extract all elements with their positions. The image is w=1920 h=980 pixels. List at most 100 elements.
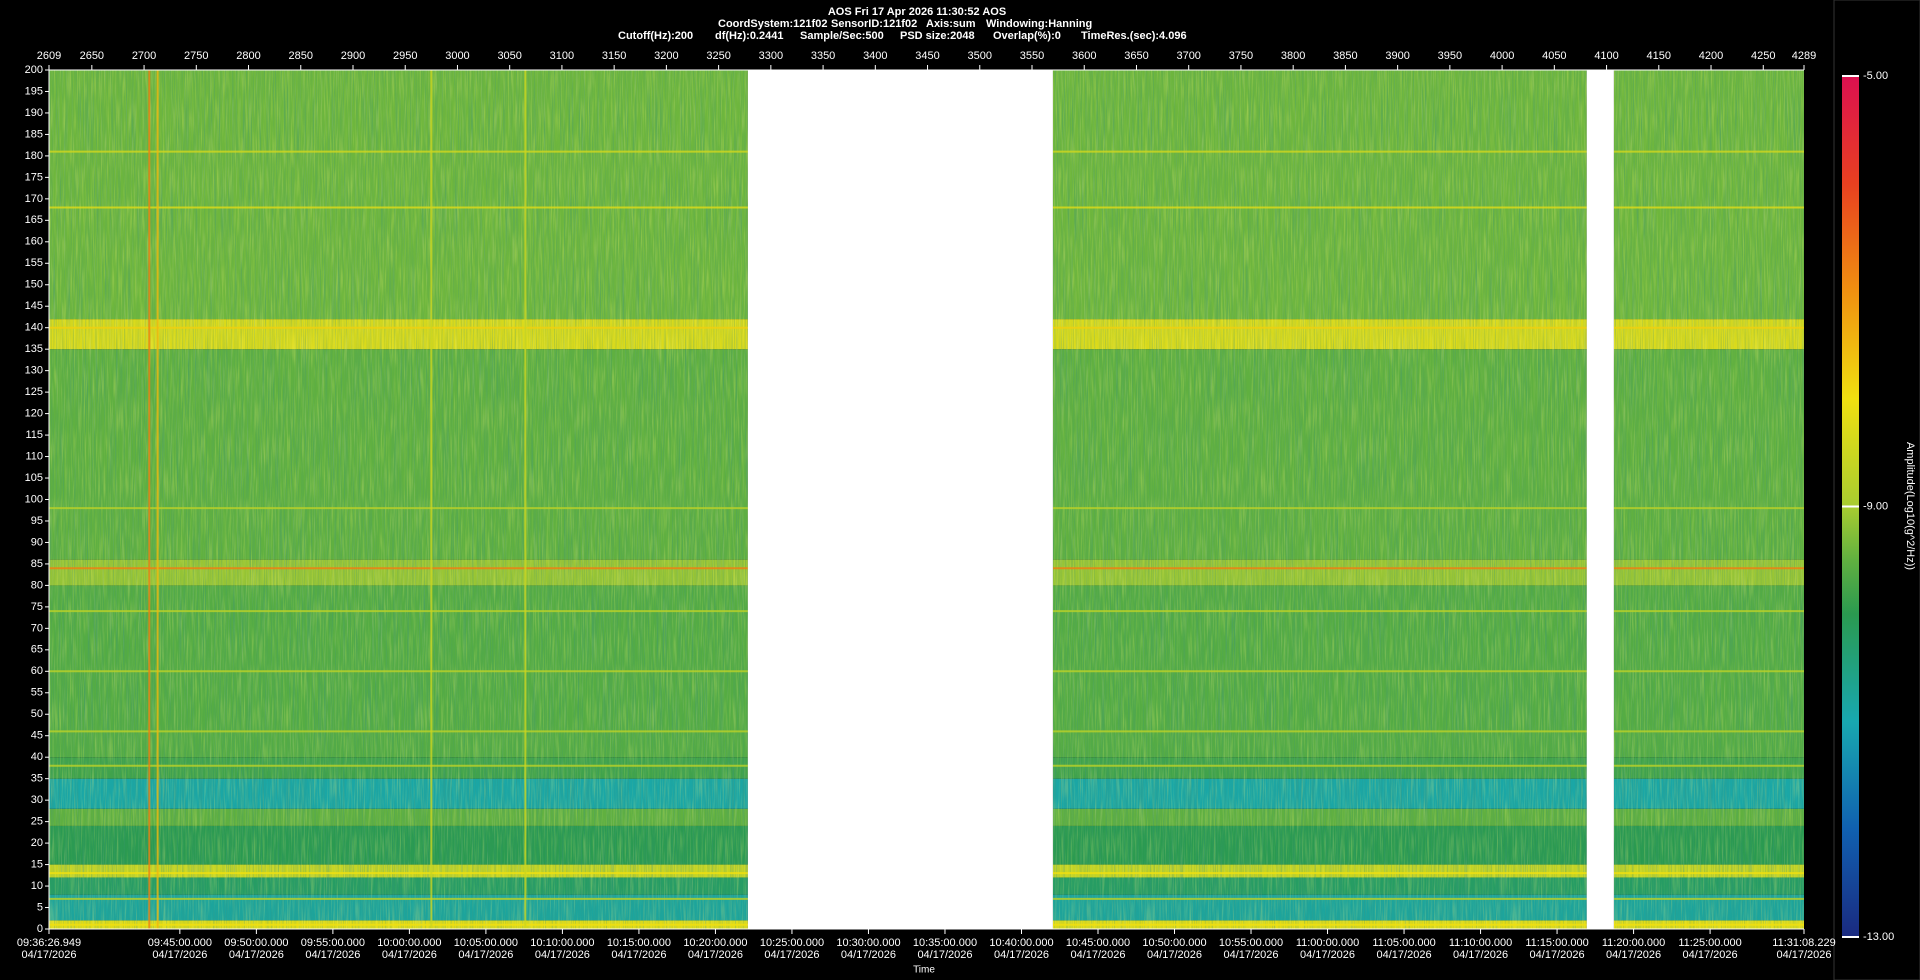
time-tick-date: 04/17/2026 bbox=[994, 949, 1049, 961]
x-tick-label: 2650 bbox=[80, 50, 104, 62]
info-item: df(Hz):0.2441 bbox=[715, 30, 783, 42]
y-tick-label: 65 bbox=[31, 644, 43, 656]
time-tick-label: 11:31:08.229 bbox=[1772, 937, 1835, 949]
time-tick-label: 10:25:00.000 bbox=[760, 937, 824, 949]
y-tick-label: 200 bbox=[25, 64, 43, 76]
time-tick-date: 04/17/2026 bbox=[1606, 949, 1661, 961]
y-tick-label: 15 bbox=[31, 858, 43, 870]
x-tick-label: 4289 bbox=[1792, 50, 1816, 62]
x-tick-label: 3400 bbox=[863, 50, 887, 62]
y-tick-label: 20 bbox=[31, 837, 43, 849]
x-tick-label: 3150 bbox=[602, 50, 626, 62]
time-tick-date: 04/17/2026 bbox=[1453, 949, 1508, 961]
x-tick-label: 3500 bbox=[968, 50, 992, 62]
time-tick-date: 04/17/2026 bbox=[1683, 949, 1738, 961]
y-tick-label: 80 bbox=[31, 579, 43, 591]
x-tick-label: 4200 bbox=[1699, 50, 1723, 62]
time-tick-date: 04/17/2026 bbox=[1223, 949, 1278, 961]
time-tick-date: 04/17/2026 bbox=[229, 949, 284, 961]
x-tick-label: 3750 bbox=[1229, 50, 1253, 62]
x-tick-label: 2750 bbox=[184, 50, 208, 62]
noise-texture bbox=[49, 70, 748, 929]
y-tick-label: 85 bbox=[31, 558, 43, 570]
y-tick-label: 0 bbox=[37, 923, 43, 935]
data-gap bbox=[1586, 70, 1614, 929]
info-item: CoordSystem:121f02 bbox=[718, 18, 827, 30]
time-tick-date: 04/17/2026 bbox=[841, 949, 896, 961]
y-tick-label: 145 bbox=[25, 300, 43, 312]
time-tick-date: 04/17/2026 bbox=[1070, 949, 1125, 961]
y-tick-label: 130 bbox=[25, 365, 43, 377]
time-tick-date: 04/17/2026 bbox=[764, 949, 819, 961]
time-tick-label: 10:10:00.000 bbox=[530, 937, 594, 949]
y-tick-label: 155 bbox=[25, 257, 43, 269]
y-tick-label: 35 bbox=[31, 773, 43, 785]
x-tick-label: 4250 bbox=[1751, 50, 1775, 62]
x-tick-label: 2950 bbox=[393, 50, 417, 62]
time-tick-date: 04/17/2026 bbox=[688, 949, 743, 961]
colorbar-tick-label: -9.00 bbox=[1863, 500, 1888, 512]
y-tick-label: 70 bbox=[31, 622, 43, 634]
time-tick-label: 11:05:00.000 bbox=[1372, 937, 1435, 949]
x-tick-label: 3700 bbox=[1176, 50, 1200, 62]
x-tick-label: 3250 bbox=[706, 50, 730, 62]
time-tick-label: 10:45:00.000 bbox=[1066, 937, 1130, 949]
y-tick-label: 170 bbox=[25, 193, 43, 205]
time-tick-label: 10:00:00.000 bbox=[377, 937, 441, 949]
x-tick-label: 2850 bbox=[289, 50, 313, 62]
time-tick-label: 10:15:00.000 bbox=[607, 937, 671, 949]
colorbar-label: Amplitude(Log10(g^2/Hz)) bbox=[1904, 442, 1916, 570]
y-tick-label: 105 bbox=[25, 472, 43, 484]
time-tick-date: 04/17/2026 bbox=[305, 949, 360, 961]
y-tick-label: 50 bbox=[31, 708, 43, 720]
title: AOS Fri 17 Apr 2026 11:30:52 AOS bbox=[828, 6, 1006, 18]
x-tick-label: 3550 bbox=[1020, 50, 1044, 62]
info-item: Axis:sum bbox=[926, 18, 976, 30]
x-tick-label: 2800 bbox=[236, 50, 260, 62]
x-tick-label: 4050 bbox=[1542, 50, 1566, 62]
time-tick-date: 04/17/2026 bbox=[1530, 949, 1585, 961]
time-tick-date: 04/17/2026 bbox=[21, 949, 76, 961]
time-tick-label: 10:55:00.000 bbox=[1219, 937, 1283, 949]
time-tick-date: 04/17/2026 bbox=[917, 949, 972, 961]
y-tick-label: 185 bbox=[25, 128, 43, 140]
x-tick-label: 4100 bbox=[1594, 50, 1618, 62]
time-tick-label: 10:35:00.000 bbox=[913, 937, 977, 949]
y-tick-label: 90 bbox=[31, 536, 43, 548]
y-tick-label: 195 bbox=[25, 85, 43, 97]
y-tick-label: 30 bbox=[31, 794, 43, 806]
x-tick-label: 3850 bbox=[1333, 50, 1357, 62]
y-tick-label: 190 bbox=[25, 107, 43, 119]
time-tick-label: 09:36:26.949 bbox=[17, 937, 81, 949]
time-tick-date: 04/17/2026 bbox=[152, 949, 207, 961]
time-tick-date: 04/17/2026 bbox=[1776, 949, 1831, 961]
time-tick-date: 04/17/2026 bbox=[611, 949, 666, 961]
x-tick-label: 2900 bbox=[341, 50, 365, 62]
time-tick-label: 10:30:00.000 bbox=[836, 937, 900, 949]
y-tick-label: 120 bbox=[25, 408, 43, 420]
time-tick-label: 10:40:00.000 bbox=[989, 937, 1053, 949]
x-tick-label: 3600 bbox=[1072, 50, 1096, 62]
time-tick-label: 11:00:00.000 bbox=[1296, 937, 1359, 949]
y-tick-label: 10 bbox=[31, 880, 43, 892]
time-tick-label: 11:25:00.000 bbox=[1678, 937, 1741, 949]
time-tick-date: 04/17/2026 bbox=[535, 949, 590, 961]
time-tick-date: 04/17/2026 bbox=[1300, 949, 1355, 961]
x-tick-label: 4150 bbox=[1647, 50, 1671, 62]
y-tick-label: 75 bbox=[31, 601, 43, 613]
y-tick-label: 125 bbox=[25, 386, 43, 398]
y-tick-label: 55 bbox=[31, 687, 43, 699]
y-tick-label: 175 bbox=[25, 171, 43, 183]
colorbar-tick-label: -13.00 bbox=[1863, 931, 1894, 943]
time-tick-label: 09:50:00.000 bbox=[224, 937, 288, 949]
info-item: PSD size:2048 bbox=[900, 30, 975, 42]
y-tick-label: 95 bbox=[31, 515, 43, 527]
x-tick-label: 3950 bbox=[1438, 50, 1462, 62]
info-item: TimeRes.(sec):4.096 bbox=[1081, 30, 1187, 42]
y-tick-label: 150 bbox=[25, 279, 43, 291]
time-tick-label: 10:05:00.000 bbox=[454, 937, 518, 949]
y-tick-label: 180 bbox=[25, 150, 43, 162]
time-tick-label: 09:55:00.000 bbox=[301, 937, 365, 949]
y-tick-label: 110 bbox=[25, 450, 43, 462]
noise-texture bbox=[1613, 70, 1804, 929]
